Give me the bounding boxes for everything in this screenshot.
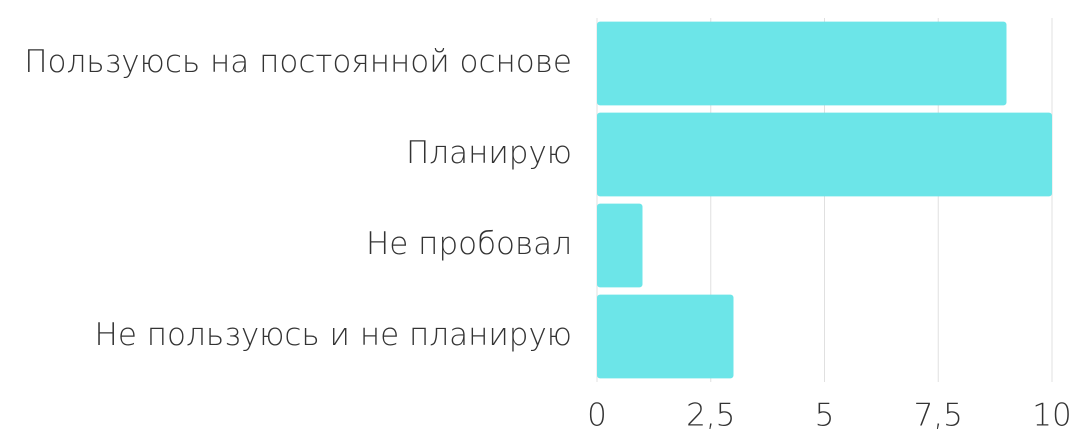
y-tick-label: Не пробовал [366, 226, 572, 262]
x-tick-label: 5 [815, 398, 835, 434]
y-tick-label: Пользуюсь на постоянной основе [24, 44, 572, 80]
y-tick-label: Не пользуюсь и не планирую [95, 317, 572, 353]
x-tick-label: 7,5 [914, 398, 963, 434]
bar [597, 203, 643, 288]
x-tick-label: 0 [587, 398, 607, 434]
bar [597, 21, 1007, 106]
bar [597, 112, 1052, 197]
y-tick-label: Планирую [406, 135, 572, 171]
x-tick-label: 2,5 [686, 398, 735, 434]
bar [597, 294, 734, 379]
x-tick-label: 10 [1032, 398, 1071, 434]
